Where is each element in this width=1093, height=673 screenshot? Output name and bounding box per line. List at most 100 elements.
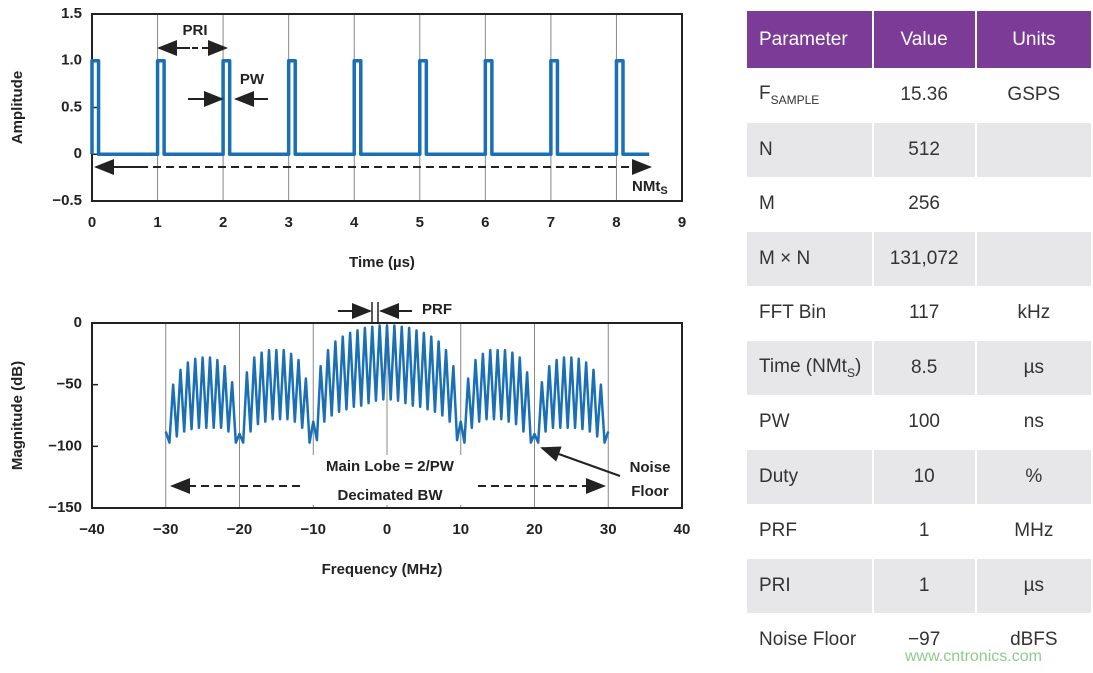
- charts: 0 1 2 3 4 5 6 7 8 9 1.5 1.0 0.5 0 −0.5 Time (µs) Amplitu…: [9, 5, 691, 578]
- table-cell: GSPS: [975, 68, 1093, 123]
- plot-frame: [91, 322, 683, 509]
- y-tick-label: −0.5: [52, 192, 82, 209]
- header-cell: Parameter: [747, 11, 874, 68]
- table-cell: MHz: [975, 504, 1093, 559]
- annotation-sub: S: [660, 185, 667, 197]
- table-cell: M × N: [747, 231, 874, 286]
- y-tick-label: −100: [48, 437, 82, 454]
- table-row: PRF 1 MHz: [747, 504, 1093, 559]
- table-cell: M: [747, 177, 874, 232]
- annotation: Main Lobe = 2/PW: [326, 458, 455, 475]
- parameter-table: Parameter Value Units FSAMPLE 15.36 GSPS N 512 M…: [747, 11, 1093, 668]
- table-cell: FFT Bin: [747, 286, 874, 341]
- table-cell: [975, 231, 1093, 286]
- header-row: Parameter Value Units: [747, 11, 1093, 68]
- table-cell: 100: [872, 395, 977, 450]
- x-tick-label: −30: [153, 521, 178, 538]
- table-cell: 1: [872, 558, 977, 613]
- x-tick-label: 4: [350, 214, 359, 231]
- data-line: [90, 59, 650, 156]
- table-row: PW 100 ns: [747, 395, 1093, 450]
- x-tick-label: 30: [600, 521, 617, 538]
- table-row: Time (NMtS) 8.5 µs: [747, 340, 1093, 395]
- table-row: Noise Floor −97 dBFS: [747, 613, 1093, 668]
- plot-frame: [91, 13, 683, 202]
- table-cell: PRF: [747, 504, 874, 559]
- annotation: PW: [240, 71, 265, 88]
- y-axis-label: Amplitude: [9, 71, 26, 144]
- table-cell: 256: [872, 177, 977, 232]
- cell-text: F: [759, 83, 771, 105]
- y-tick-label: 0: [74, 314, 82, 331]
- table-cell: PRI: [747, 558, 874, 613]
- table-cell: 10: [872, 449, 977, 504]
- annotation: Noise: [630, 459, 671, 476]
- table-cell: 15.36: [872, 68, 977, 123]
- cell-sub: SAMPLE: [770, 93, 820, 108]
- table-cell: 512: [872, 122, 977, 177]
- watermark: www.cntronics.com: [905, 648, 1042, 665]
- x-tick-label: 2: [219, 214, 227, 231]
- x-tick-label: 7: [547, 214, 555, 231]
- x-axis-label: Frequency (MHz): [322, 561, 443, 578]
- table-cell: µs: [975, 558, 1093, 613]
- x-tick-label: 5: [416, 214, 424, 231]
- label-bg: [618, 455, 678, 503]
- table-cell: ns: [975, 395, 1093, 450]
- table-cell: −97: [872, 613, 977, 668]
- header-cell: Value: [872, 11, 977, 68]
- y-tick-label: 0: [74, 145, 82, 162]
- x-tick-label: 9: [678, 214, 686, 231]
- annotation: Decimated BW: [337, 487, 443, 504]
- x-tick-label: 0: [383, 521, 391, 538]
- x-tick-label: 20: [526, 521, 543, 538]
- annotations: PRI PW NMtS PRF Main Lobe = 2/PW Decimat…: [94, 22, 678, 505]
- x-axis-label: Time (µs): [349, 254, 415, 271]
- table-cell: [975, 177, 1093, 232]
- cell-text: ): [854, 355, 862, 377]
- table-row: FSAMPLE 15.36 GSPS: [747, 68, 1093, 123]
- table-cell: %: [975, 449, 1093, 504]
- annotation-text: NMt: [632, 178, 660, 195]
- annotation: PRI: [182, 22, 207, 39]
- table-cell: FSAMPLE: [747, 68, 874, 123]
- table-cell: 1: [872, 504, 977, 559]
- x-tick-label: 1: [153, 214, 161, 231]
- data-line: [164, 324, 610, 444]
- table-cell: Duty: [747, 449, 874, 504]
- y-tick-label: −150: [48, 499, 82, 516]
- y-axis-label: Magnitude (dB): [9, 361, 26, 470]
- table-cell: Noise Floor: [747, 613, 874, 668]
- x-tick-label: 3: [284, 214, 292, 231]
- table-cell: kHz: [975, 286, 1093, 341]
- x-tick-label: −40: [79, 521, 104, 538]
- y-tick-label: −50: [57, 376, 82, 393]
- table-cell: 8.5: [872, 340, 977, 395]
- annotation: PRF: [422, 301, 452, 318]
- table-row: Duty 10%: [747, 449, 1093, 504]
- table-cell: [975, 122, 1093, 177]
- table-row: FFT Bin 117 kHz: [747, 286, 1093, 341]
- table-cell: N: [747, 122, 874, 177]
- table-cell: PW: [747, 395, 874, 450]
- label-bg: [300, 455, 480, 505]
- y-tick-label: 1.5: [61, 5, 82, 22]
- annotation: Floor: [631, 483, 669, 500]
- x-tick-label: 10: [452, 521, 469, 538]
- table-row: M × N 131,072: [747, 231, 1093, 286]
- y-tick-label: 0.5: [61, 98, 82, 115]
- x-tick-label: 6: [481, 214, 489, 231]
- x-tick-label: −20: [227, 521, 252, 538]
- table-cell: 131,072: [872, 231, 977, 286]
- x-tick-label: 40: [674, 521, 691, 538]
- cell-sub: S: [846, 365, 855, 380]
- header-cell: Units: [975, 11, 1093, 68]
- table-row: PRI 1 µs: [747, 558, 1093, 613]
- table-cell: 117: [872, 286, 977, 341]
- y-tick-label: 1.0: [61, 52, 82, 69]
- table-row: N 512: [747, 122, 1093, 177]
- arrow: [540, 446, 621, 477]
- table-row: M 256: [747, 177, 1093, 232]
- table-cell: dBFS: [975, 613, 1093, 668]
